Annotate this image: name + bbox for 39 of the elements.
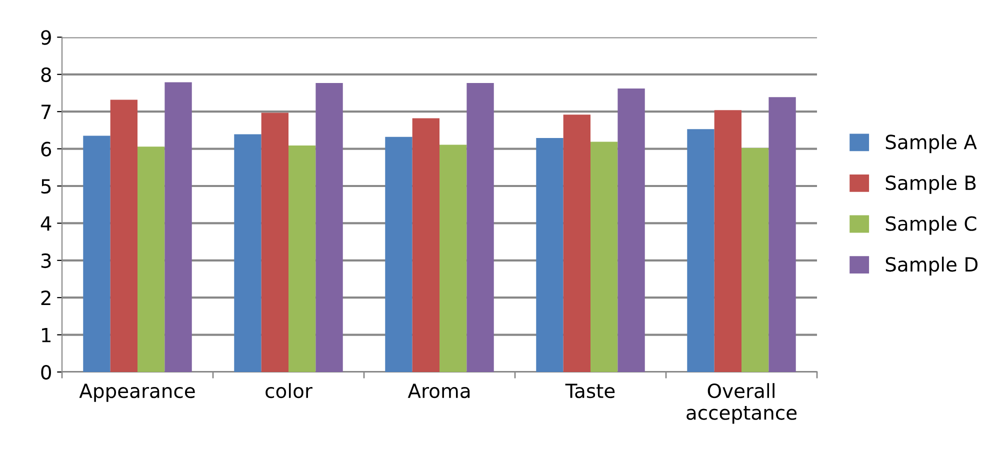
bar <box>164 82 192 372</box>
bar <box>466 82 494 372</box>
legend-label: Sample C <box>886 216 976 235</box>
y-tick-label: 7 <box>42 104 51 119</box>
y-tick-label: 1 <box>42 328 50 342</box>
bar <box>138 146 165 372</box>
y-tick-label: 2 <box>41 290 50 305</box>
legend-label: Sample D <box>886 256 978 276</box>
y-tick-label: 8 <box>41 67 51 82</box>
y-tick-label: 6 <box>41 142 52 156</box>
bar <box>261 112 288 372</box>
bar <box>687 129 714 372</box>
bar <box>316 82 343 372</box>
bar <box>714 110 742 372</box>
bar <box>385 136 412 372</box>
y-tick-label: 9 <box>41 30 51 45</box>
legend-label: Sample B <box>886 175 976 194</box>
bar <box>440 144 467 372</box>
bar <box>618 88 645 372</box>
bar <box>768 97 796 372</box>
bar <box>536 138 564 372</box>
bar <box>234 134 262 372</box>
y-tick-label: 4 <box>40 216 52 231</box>
y-tick-label: 5 <box>41 179 51 194</box>
x-tick-label: color <box>266 383 312 398</box>
bar <box>83 136 110 372</box>
bar <box>563 114 590 372</box>
legend-label: Sample A <box>886 134 977 154</box>
x-tick-label: Aroma <box>408 384 470 398</box>
x-tick-label: Taste <box>565 384 615 398</box>
bar <box>412 118 440 372</box>
x-tick-label: Overall acceptance <box>686 383 797 424</box>
y-tick-label: 0 <box>41 364 51 380</box>
bar <box>742 148 769 372</box>
bar <box>288 145 316 372</box>
x-tick-label: Appearance <box>79 384 195 402</box>
bar <box>110 100 138 372</box>
bar <box>590 142 618 372</box>
y-tick-label: 3 <box>41 253 51 268</box>
